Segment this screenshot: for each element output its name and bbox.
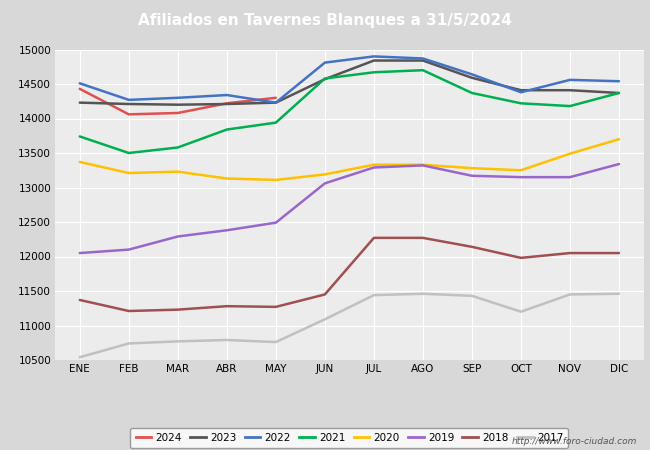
Text: Afiliados en Tavernes Blanques a 31/5/2024: Afiliados en Tavernes Blanques a 31/5/20… bbox=[138, 13, 512, 28]
Text: http://www.foro-ciudad.com: http://www.foro-ciudad.com bbox=[512, 436, 637, 446]
Legend: 2024, 2023, 2022, 2021, 2020, 2019, 2018, 2017: 2024, 2023, 2022, 2021, 2020, 2019, 2018… bbox=[131, 428, 568, 448]
